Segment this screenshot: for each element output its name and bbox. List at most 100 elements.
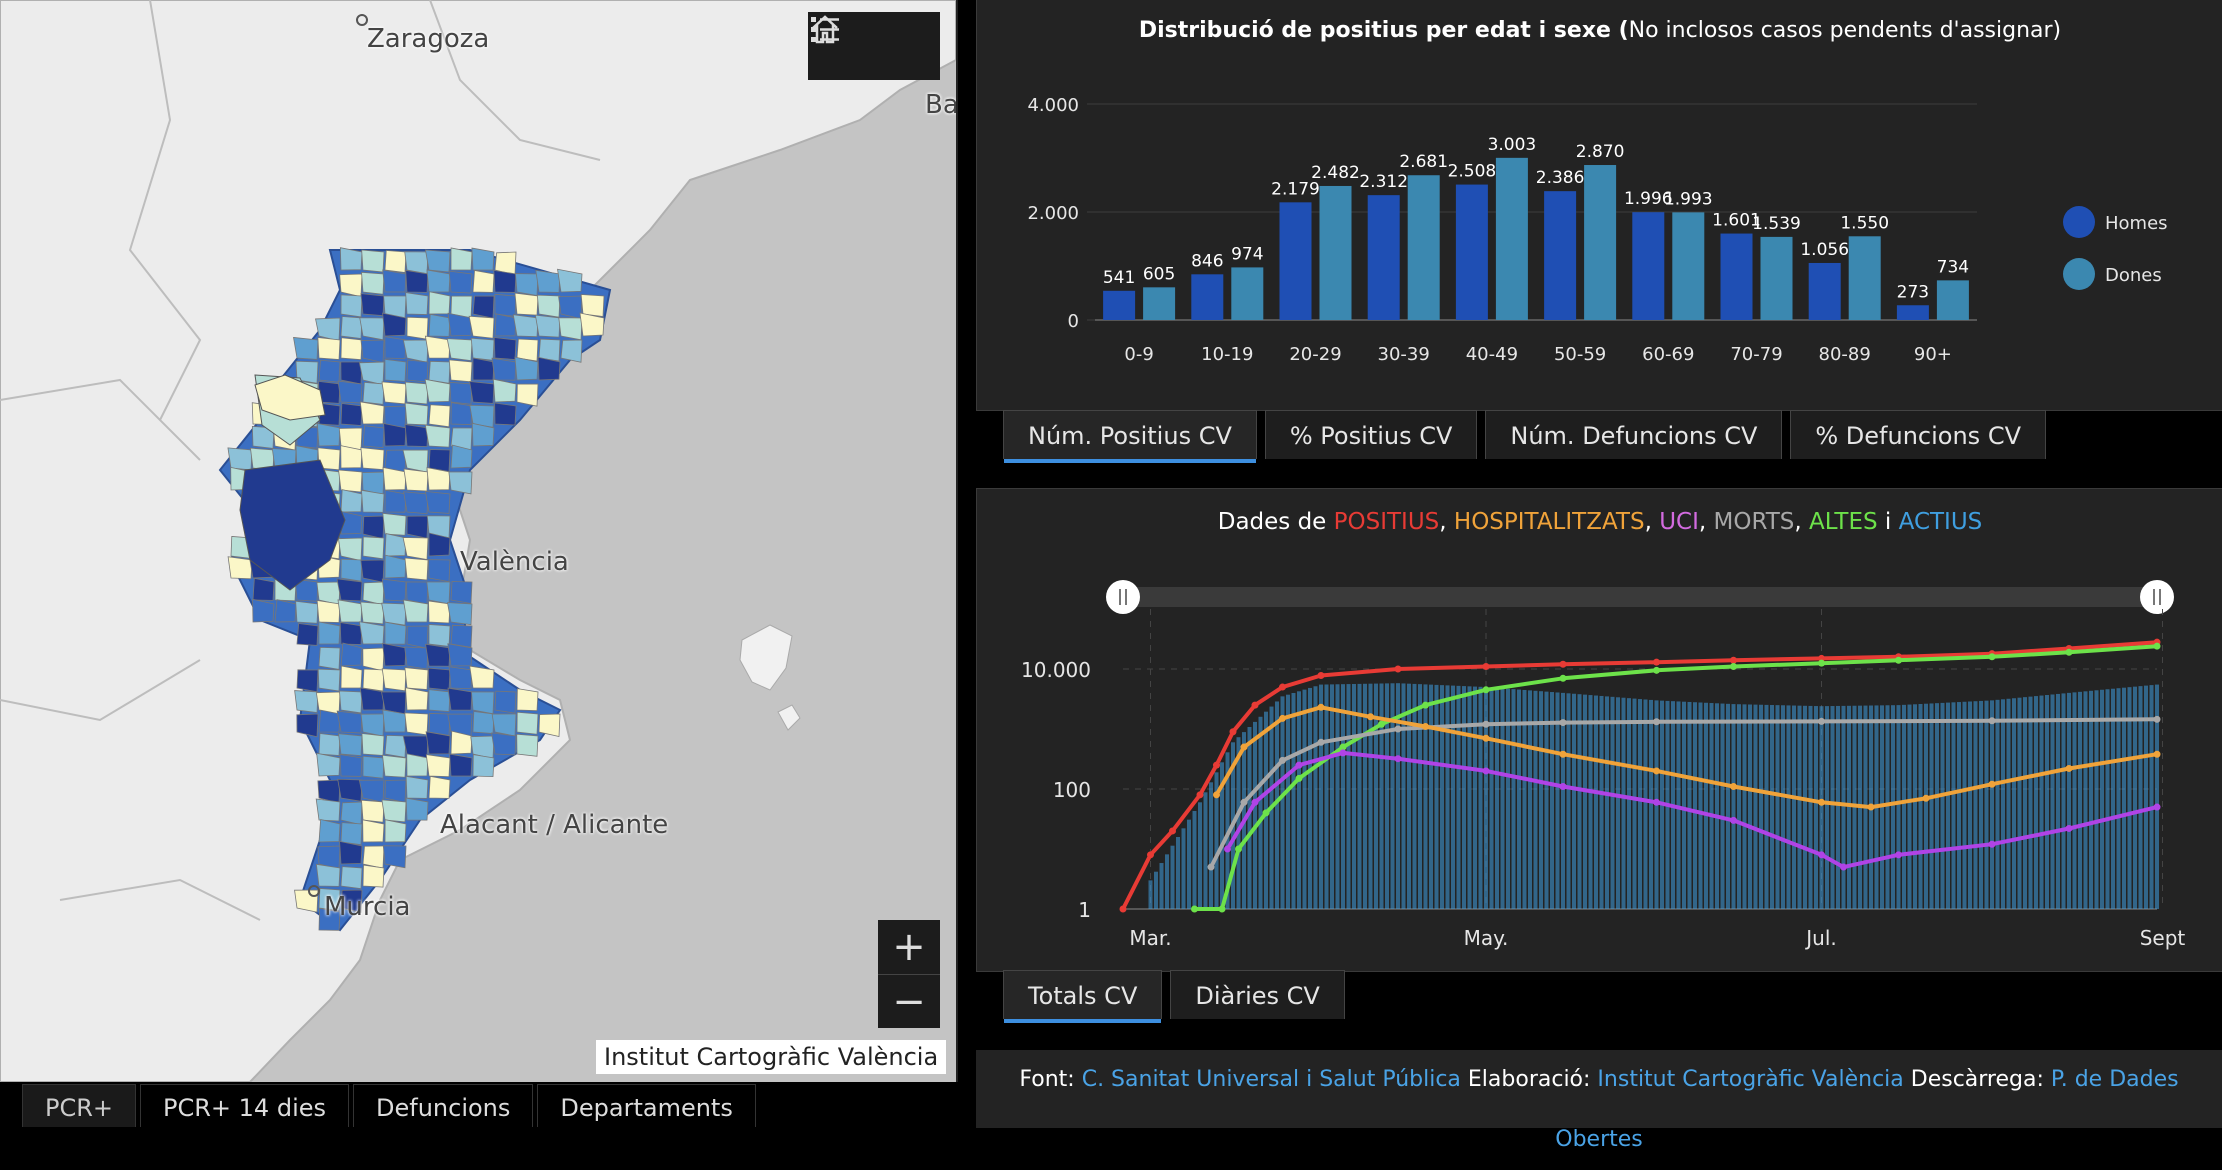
bar-x-tick-label: 10-19 (1201, 344, 1253, 365)
municipality-region (318, 819, 341, 843)
series-point-altes (1262, 809, 1270, 817)
line-chart[interactable]: 1 100 10.000 Mar. May. Jul. Sept (977, 489, 2222, 971)
map-view[interactable]: Zaragoza Ba València Alacant / Alicante … (0, 0, 958, 1082)
municipality-region (428, 559, 451, 583)
bar-dones (1407, 175, 1440, 320)
bar-data-label: 273 (1897, 282, 1929, 302)
municipality-region (446, 602, 473, 626)
home-button[interactable] (808, 12, 874, 80)
series-point-altes (1339, 743, 1347, 751)
municipality-region (360, 293, 385, 317)
tab-num-positius[interactable]: Núm. Positius CV (1003, 410, 1257, 463)
zoom-out-button[interactable]: − (892, 979, 926, 1025)
actius-bar (1181, 828, 1186, 909)
footer-font-link[interactable]: C. Sanitat Universal i Salut Pública (1081, 1067, 1461, 1092)
tab-pct-defuncions[interactable]: % Defuncions CV (1790, 410, 2046, 459)
municipality-region (405, 775, 429, 799)
actius-bar (2006, 698, 2011, 909)
bar-homes (1367, 195, 1400, 320)
actius-bar (1286, 694, 1290, 909)
bar-dones (1760, 236, 1793, 320)
municipality-region (404, 712, 429, 736)
line-x-tick-label: Jul. (1804, 926, 1837, 950)
bar-x-tick-label: 80-89 (1819, 344, 1871, 365)
map-canvas[interactable] (0, 0, 956, 1082)
actius-bar (1825, 706, 1829, 909)
map-label-zaragoza: Zaragoza (367, 24, 490, 54)
actius-bar (2072, 692, 2077, 909)
line-y-tick-label: 100 (1053, 778, 1091, 802)
actius-bar (1693, 702, 1697, 909)
municipality-region (406, 515, 429, 539)
tab-departaments[interactable]: Departaments (537, 1084, 756, 1127)
actius-bar (2089, 690, 2093, 909)
actius-bar (1506, 688, 1510, 909)
actius-bar (1759, 704, 1763, 909)
series-point-morts (1559, 719, 1567, 727)
municipality-region (472, 357, 495, 381)
series-point-morts (1653, 718, 1660, 726)
series-point-uci (1559, 783, 1567, 791)
actius-bar (1522, 689, 1527, 909)
actius-bar (1335, 684, 1340, 909)
municipality-region (382, 754, 407, 778)
tab-defuncions[interactable]: Defuncions (353, 1084, 534, 1127)
municipality-region (362, 845, 385, 869)
time-slider-handle-left[interactable] (1106, 580, 1140, 614)
municipality-region (494, 402, 517, 426)
municipality-region (381, 799, 407, 823)
municipality-region (426, 467, 451, 491)
series-point-altes (1295, 774, 1303, 782)
municipality-region (491, 732, 517, 756)
actius-bar (1968, 701, 1972, 909)
actius-bar (1566, 693, 1571, 909)
footer-elab-label: Elaboració: (1460, 1067, 1598, 1092)
series-point-positius (1730, 656, 1737, 664)
actius-bar (1577, 694, 1582, 909)
municipality-region (448, 270, 473, 294)
tab-pcr[interactable]: PCR+ (22, 1084, 137, 1127)
footer-elab-link[interactable]: Institut Cartogràfic València (1597, 1067, 1904, 1092)
actius-bar (2155, 684, 2159, 909)
actius-bar (1247, 726, 1252, 909)
series-point-altes (1559, 674, 1567, 682)
municipality-region (494, 690, 517, 714)
actius-bar (1412, 683, 1417, 909)
series-point-altes (1730, 663, 1737, 671)
municipality-region (296, 669, 319, 693)
bar-homes (1808, 262, 1841, 320)
tab-totals[interactable]: Totals CV (1003, 970, 1163, 1023)
series-point-hospitalitzats (1317, 703, 1325, 711)
municipality-region (340, 294, 363, 318)
actius-bar (1742, 704, 1747, 909)
choropleth-regions[interactable] (218, 247, 612, 932)
tab-pcr-14-dies[interactable]: PCR+ 14 dies (140, 1084, 349, 1127)
tab-num-defuncions[interactable]: Núm. Defuncions CV (1485, 410, 1783, 459)
bar-chart-title: Distribució de positius per edat i sexe … (977, 18, 2222, 43)
actius-bar (1500, 688, 1505, 909)
series-point-uci (1295, 761, 1303, 769)
municipality-region (448, 359, 473, 383)
actius-bar (1495, 687, 1499, 909)
municipality-region (406, 753, 429, 777)
tab-diaries[interactable]: Diàries CV (1170, 970, 1345, 1019)
series-point-uci (1840, 863, 1847, 871)
time-slider-handle-right[interactable] (2140, 580, 2174, 614)
municipality-region (384, 533, 407, 557)
zoom-in-button[interactable]: + (878, 920, 940, 975)
actius-bar (1544, 691, 1549, 909)
series-point-altes (1235, 845, 1242, 853)
actius-bar (1627, 698, 1631, 909)
series-point-positius (1119, 905, 1127, 913)
actius-bar (1275, 701, 1279, 909)
municipality-region (514, 292, 539, 316)
legend-button[interactable] (811, 12, 940, 80)
actius-bar (1935, 703, 1939, 909)
bar-chart[interactable]: 0 2.000 4.000 0-9 541 605 10-19 846 974 20-29 2.17… (977, 0, 2222, 410)
actius-bar (1330, 684, 1334, 909)
municipality-region (534, 314, 561, 338)
bar-data-label: 1.601 (1712, 211, 1761, 231)
municipality-region (316, 752, 341, 777)
municipality-region (381, 381, 407, 405)
tab-pct-positius[interactable]: % Positius CV (1264, 410, 1478, 459)
